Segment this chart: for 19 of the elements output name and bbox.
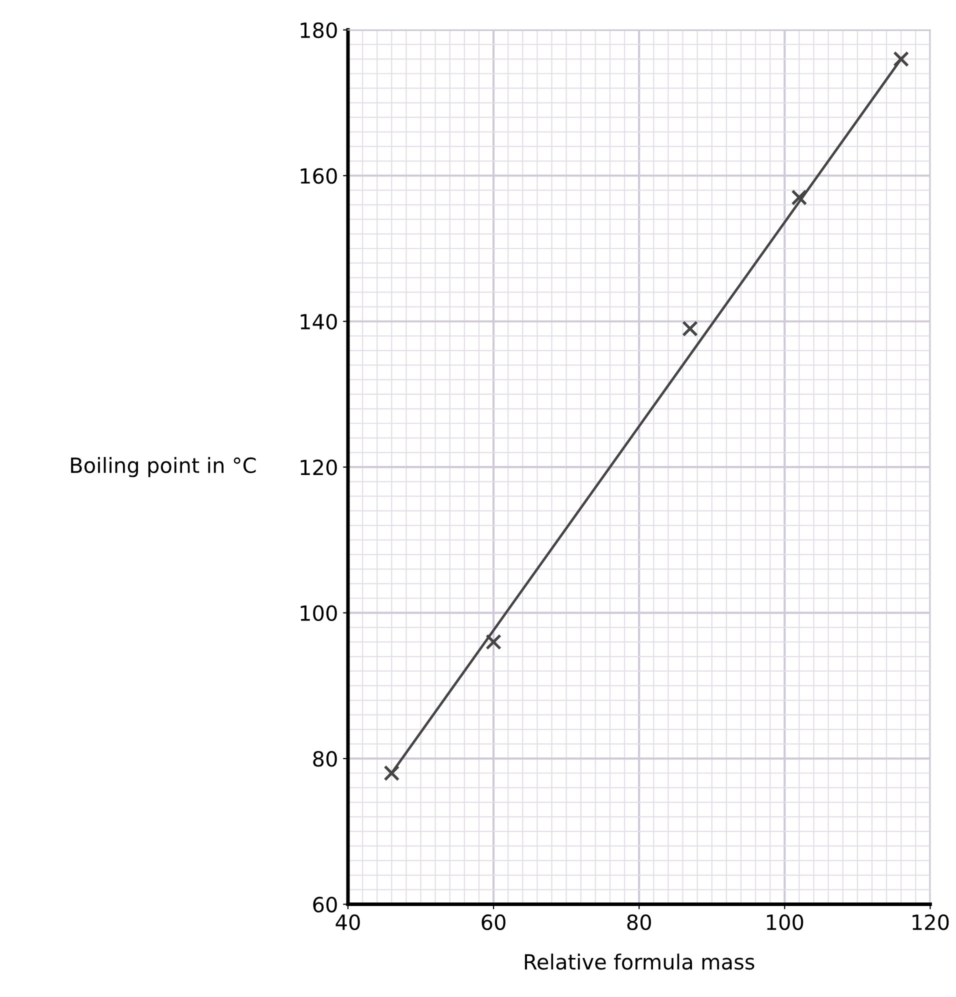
- y-tick-label: 160: [300, 168, 337, 184]
- x-tick-label: 40: [336, 914, 360, 930]
- point: [486, 634, 502, 650]
- y-axis-title: Boiling point in °C: [71, 457, 256, 478]
- y-tick-label: 60: [313, 896, 337, 912]
- x-tick-label: 80: [627, 914, 651, 930]
- point: [682, 320, 698, 337]
- x-tick-label: 60: [482, 914, 506, 930]
- x-axis-title: Relative formula mass: [524, 954, 754, 970]
- y-tick-label: 100: [300, 605, 337, 622]
- y-tick-label: 180: [300, 22, 337, 38]
- point: [893, 51, 910, 68]
- x-tick-label: 120: [912, 914, 949, 930]
- x-tick-label: 100: [767, 914, 804, 930]
- y-tick-label: 120: [300, 460, 337, 476]
- point: [791, 190, 808, 206]
- point: [384, 765, 400, 782]
- y-tick-label: 140: [300, 314, 337, 330]
- y-tick-label: 80: [313, 751, 337, 767]
